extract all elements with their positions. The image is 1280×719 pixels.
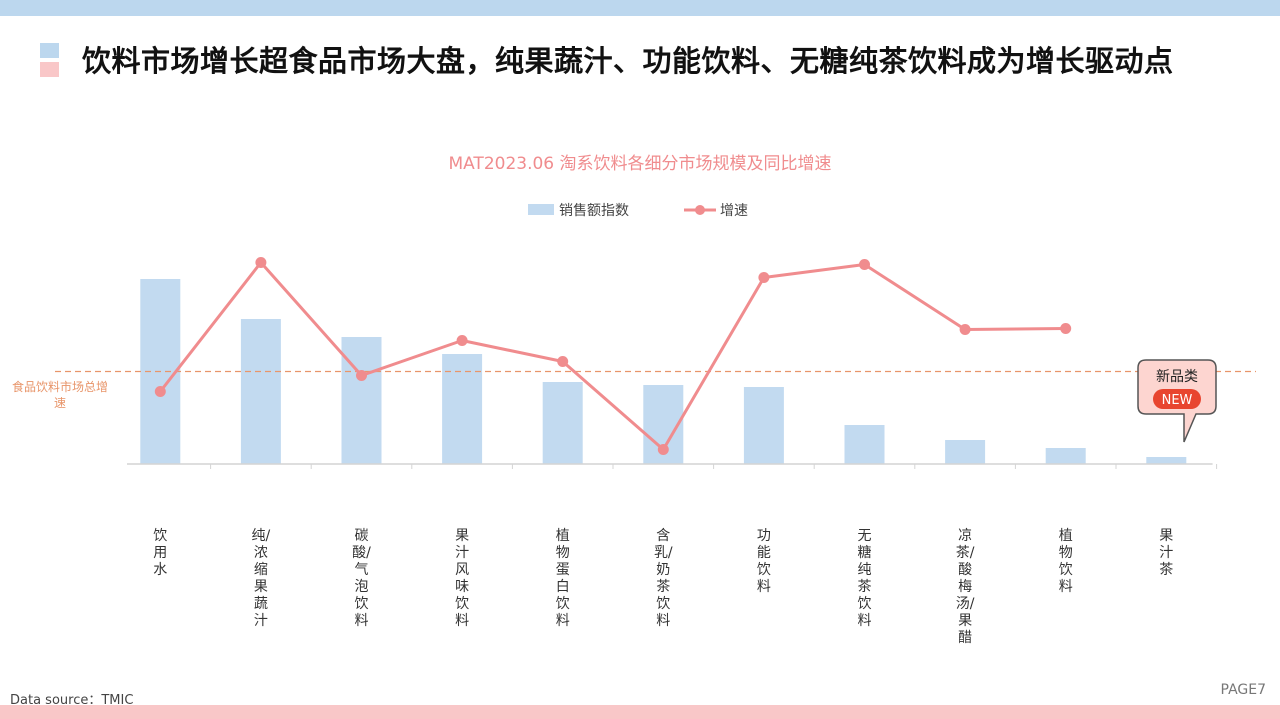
bar-line-chart: MAT2023.06 淘系饮料各细分市场规模及同比增速 销售额指数 增速 新品类… bbox=[55, 154, 1256, 469]
category-label-6: 含乳/奶茶饮料 bbox=[653, 528, 673, 629]
growth-point-4 bbox=[456, 335, 468, 346]
chart-legend: 销售额指数 增速 bbox=[528, 203, 748, 219]
top-accent-band bbox=[0, 0, 1280, 16]
bar-5 bbox=[542, 382, 583, 464]
legend-line-label: 增速 bbox=[720, 203, 748, 219]
bar-8 bbox=[844, 425, 885, 464]
bar-4 bbox=[442, 354, 483, 464]
new-category-badge: 新品类 NEW bbox=[1137, 359, 1217, 443]
category-label-7: 功能饮料 bbox=[756, 528, 771, 595]
growth-point-5 bbox=[557, 356, 569, 367]
legend-bar-label: 销售额指数 bbox=[559, 203, 629, 219]
growth-point-6 bbox=[657, 444, 669, 455]
category-label-11: 果汁茶 bbox=[1159, 528, 1174, 578]
category-label-8: 无糖纯茶饮料 bbox=[857, 528, 872, 629]
growth-point-2 bbox=[255, 257, 267, 268]
growth-point-3 bbox=[356, 370, 367, 381]
bars-layer bbox=[140, 279, 1187, 464]
reference-line-label: 食品饮料市场总增速 bbox=[11, 380, 108, 410]
data-source: Data source：TMIC bbox=[10, 693, 134, 708]
bar-9 bbox=[945, 440, 986, 464]
growth-point-10 bbox=[1060, 323, 1072, 334]
legend-line-marker bbox=[695, 205, 705, 215]
bottom-accent-band bbox=[0, 705, 1280, 719]
growth-point-8 bbox=[859, 259, 870, 270]
growth-point-9 bbox=[959, 324, 971, 335]
growth-point-7 bbox=[758, 272, 770, 283]
badge-title: 新品类 bbox=[1156, 369, 1198, 385]
title-marker-pink bbox=[40, 62, 59, 77]
bar-7 bbox=[743, 387, 784, 464]
category-label-9: 凉茶/酸梅汤/果醋 bbox=[955, 528, 975, 646]
legend-bar-swatch bbox=[528, 204, 554, 215]
page-headline: 饮料市场增长超食品市场大盘，纯果蔬汁、功能饮料、无糖纯茶饮料成为增长驱动点 bbox=[82, 44, 1174, 78]
bar-2 bbox=[240, 319, 281, 464]
title-marker-blue bbox=[40, 43, 59, 58]
badge-new-pill bbox=[1153, 389, 1201, 409]
x-axis bbox=[127, 463, 1218, 469]
growth-line bbox=[159, 261, 1066, 451]
bar-3 bbox=[341, 337, 382, 464]
category-label-3: 碳酸/气泡饮料 bbox=[352, 528, 371, 629]
category-label-5: 植物蛋白饮料 bbox=[555, 528, 570, 629]
category-label-4: 果汁风味饮料 bbox=[455, 528, 470, 629]
category-label-2: 纯/浓缩果蔬汁 bbox=[251, 528, 271, 629]
bar-11 bbox=[1146, 457, 1187, 464]
bar-10 bbox=[1045, 448, 1086, 464]
page-number: PAGE7 bbox=[1220, 682, 1266, 698]
chart-title: MAT2023.06 淘系饮料各细分市场规模及同比增速 bbox=[448, 154, 831, 174]
growth-point-1 bbox=[154, 386, 166, 397]
category-label-10: 植物饮料 bbox=[1058, 528, 1073, 595]
growth-line-layer bbox=[154, 257, 1072, 455]
category-label-1: 饮用水 bbox=[153, 528, 168, 578]
badge-new-label: NEW bbox=[1162, 393, 1193, 408]
